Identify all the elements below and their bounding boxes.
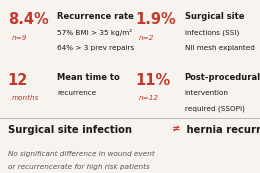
Text: 57% BMI > 35 kg/m²: 57% BMI > 35 kg/m² — [57, 29, 132, 36]
Text: infections (SSI): infections (SSI) — [185, 29, 239, 36]
Text: 12: 12 — [8, 73, 28, 88]
Text: Surgical site infection: Surgical site infection — [8, 125, 135, 135]
Text: 64% > 3 prev repairs: 64% > 3 prev repairs — [57, 45, 134, 51]
Text: Nil mesh explanted: Nil mesh explanted — [185, 45, 255, 51]
Text: Surgical site: Surgical site — [185, 12, 244, 21]
Text: n=2: n=2 — [139, 35, 154, 41]
Text: intervention: intervention — [185, 90, 229, 96]
Text: n=12: n=12 — [139, 95, 159, 101]
Text: required (SSOPI): required (SSOPI) — [185, 106, 244, 112]
Text: months: months — [12, 95, 39, 101]
Text: Post-procedural: Post-procedural — [185, 73, 260, 82]
Text: Recurrence rate: Recurrence rate — [57, 12, 134, 21]
Text: No significant difference in wound event: No significant difference in wound event — [8, 151, 154, 157]
Text: hernia recurrence: hernia recurrence — [183, 125, 260, 135]
Text: ≠: ≠ — [172, 125, 181, 135]
Text: 8.4%: 8.4% — [8, 12, 49, 27]
Text: or recurrencerate for high risk patients: or recurrencerate for high risk patients — [8, 164, 150, 170]
Text: n=9: n=9 — [12, 35, 27, 41]
Text: Mean time to: Mean time to — [57, 73, 120, 82]
Text: recurrence: recurrence — [57, 90, 96, 96]
Text: 1.9%: 1.9% — [135, 12, 176, 27]
Text: 11%: 11% — [135, 73, 171, 88]
